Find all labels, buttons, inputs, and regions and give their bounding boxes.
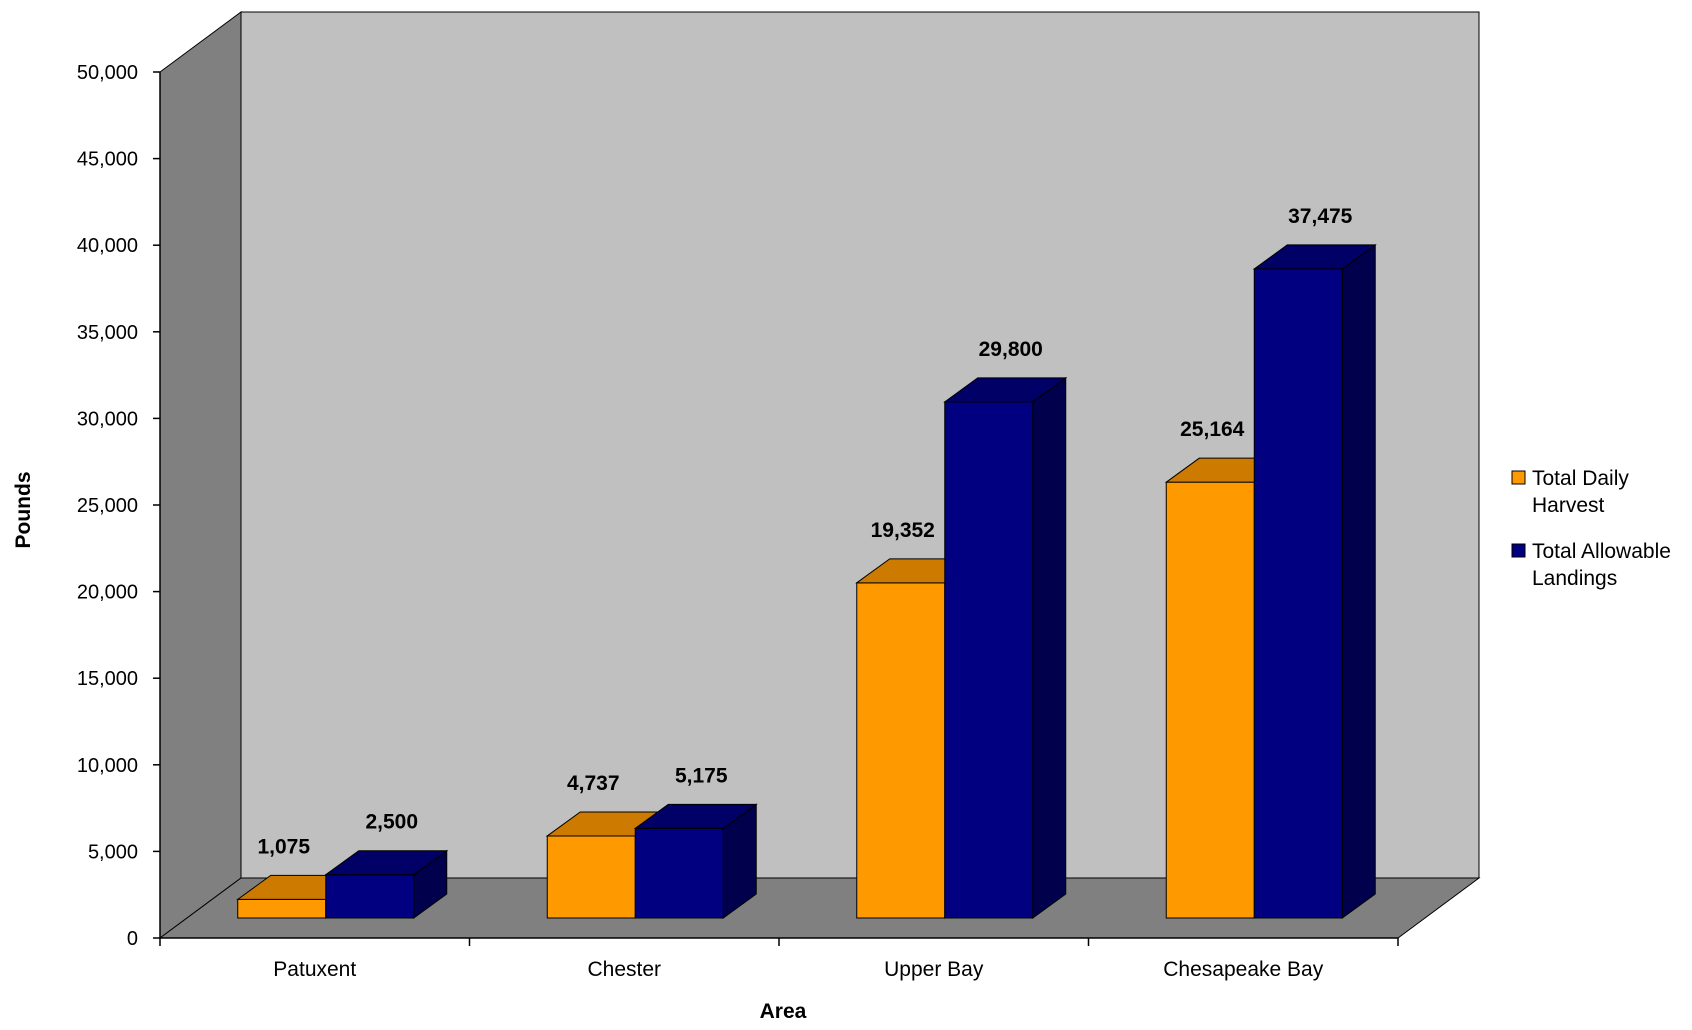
y-tick-label: 15,000: [77, 668, 138, 690]
bar-top: [633, 803, 758, 829]
y-tick-label: 50,000: [77, 62, 138, 84]
bar-top: [324, 850, 449, 876]
bars: [236, 243, 1377, 919]
data-label: 4,737: [567, 772, 620, 795]
data-label: 37,475: [1288, 205, 1353, 228]
bar-top: [1252, 244, 1377, 270]
bar: [856, 582, 946, 919]
bar: [1165, 481, 1255, 919]
legend-label: Total Daily: [1532, 467, 1629, 490]
bar-side: [1032, 376, 1067, 919]
bar: [634, 827, 724, 919]
x-axis: Patuxent Chester Upper Bay Chesapeake Bay: [159, 937, 1399, 981]
bar: [944, 401, 1034, 919]
y-tick-label: 20,000: [77, 582, 138, 604]
bar: [546, 835, 636, 919]
data-label: 5,175: [675, 764, 728, 787]
bar-top: [943, 377, 1068, 403]
x-tick-label: Chesapeake Bay: [1163, 958, 1323, 981]
data-label: 2,500: [365, 811, 418, 834]
bar-side: [1341, 243, 1376, 919]
data-label: 1,075: [257, 835, 310, 858]
legend-swatch: [1511, 543, 1526, 558]
data-labels: 1,075 2,500 4,737 5,175 19,352 29,800 25,164 37…: [257, 205, 1352, 858]
x-tick-label: Upper Bay: [884, 958, 984, 981]
y-tick-label: 5,000: [88, 841, 138, 863]
data-label: 29,800: [979, 338, 1043, 361]
y-tick-label: 10,000: [77, 755, 138, 777]
legend-label: Harvest: [1532, 494, 1605, 517]
y-tick-label: 40,000: [77, 235, 138, 257]
legend-swatch: [1511, 470, 1526, 485]
bar: [325, 874, 415, 919]
x-tick-label: Chester: [587, 958, 661, 981]
legend-label: Landings: [1532, 567, 1617, 590]
data-label: 19,352: [871, 519, 935, 542]
bar: [1253, 268, 1343, 919]
legend: Total Daily Harvest Total Allowable Landing…: [1511, 467, 1671, 590]
y-tick-label: 0: [127, 928, 138, 950]
legend-label: Total Allowable: [1532, 540, 1671, 563]
y-tick-label: 35,000: [77, 322, 138, 344]
y-tick-label: 30,000: [77, 408, 138, 430]
side-wall: [159, 11, 242, 939]
bar: [237, 898, 327, 919]
y-tick-label: 45,000: [77, 149, 138, 171]
y-axis-title: Pounds: [12, 472, 35, 549]
data-label: 25,164: [1180, 418, 1245, 441]
x-axis-title: Area: [760, 1000, 807, 1023]
y-tick-label: 25,000: [77, 495, 138, 517]
y-axis: 0 5,000 10,000 15,000 20,000 25,000 30,000 35,0…: [77, 62, 161, 950]
x-tick-label: Patuxent: [273, 958, 356, 981]
